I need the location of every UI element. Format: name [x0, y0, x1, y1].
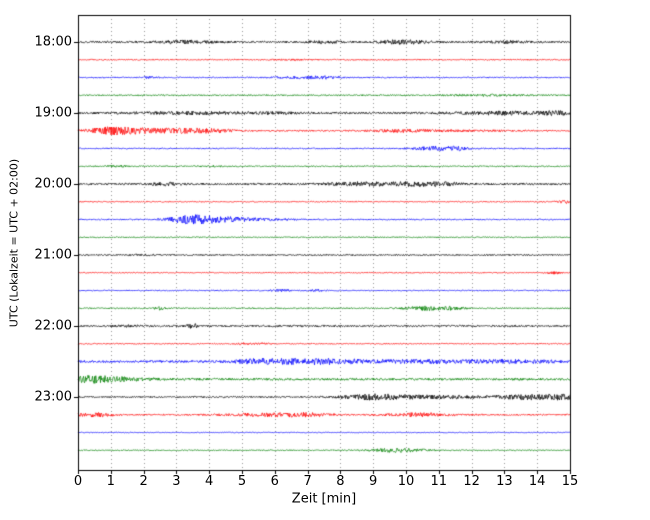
x-tick-label: 1	[106, 474, 115, 489]
x-tick-label: 4	[205, 474, 214, 489]
y-tick-label: 21:00	[34, 247, 72, 263]
x-tick-label: 9	[369, 474, 378, 489]
x-tick-label: 12	[463, 474, 480, 489]
x-tick-label: 5	[237, 474, 247, 489]
x-tick-label: 10	[397, 474, 415, 489]
y-tick-label: 18:00	[34, 34, 72, 50]
x-tick-label: 0	[73, 474, 83, 489]
x-tick-label: 7	[303, 474, 312, 489]
x-axis-label: Zeit [min]	[291, 491, 357, 507]
x-tick-label: 6	[270, 474, 279, 489]
y-tick-label: 23:00	[34, 389, 72, 405]
x-tick-label: 14	[528, 474, 546, 489]
x-tick-label: 8	[336, 474, 345, 489]
y-tick-label: 22:00	[34, 318, 72, 334]
x-tick-label: 13	[496, 474, 513, 489]
x-tick-label: 11	[430, 474, 448, 489]
x-tick-label: 2	[139, 474, 148, 489]
x-tick-label: 3	[172, 474, 181, 489]
y-tick-label: 19:00	[34, 105, 72, 121]
y-tick-label: 20:00	[34, 176, 72, 192]
x-tick-label: 15	[561, 474, 579, 489]
y-axis-label: UTC (Lokalzeit = UTC + 02:00)	[7, 158, 21, 328]
